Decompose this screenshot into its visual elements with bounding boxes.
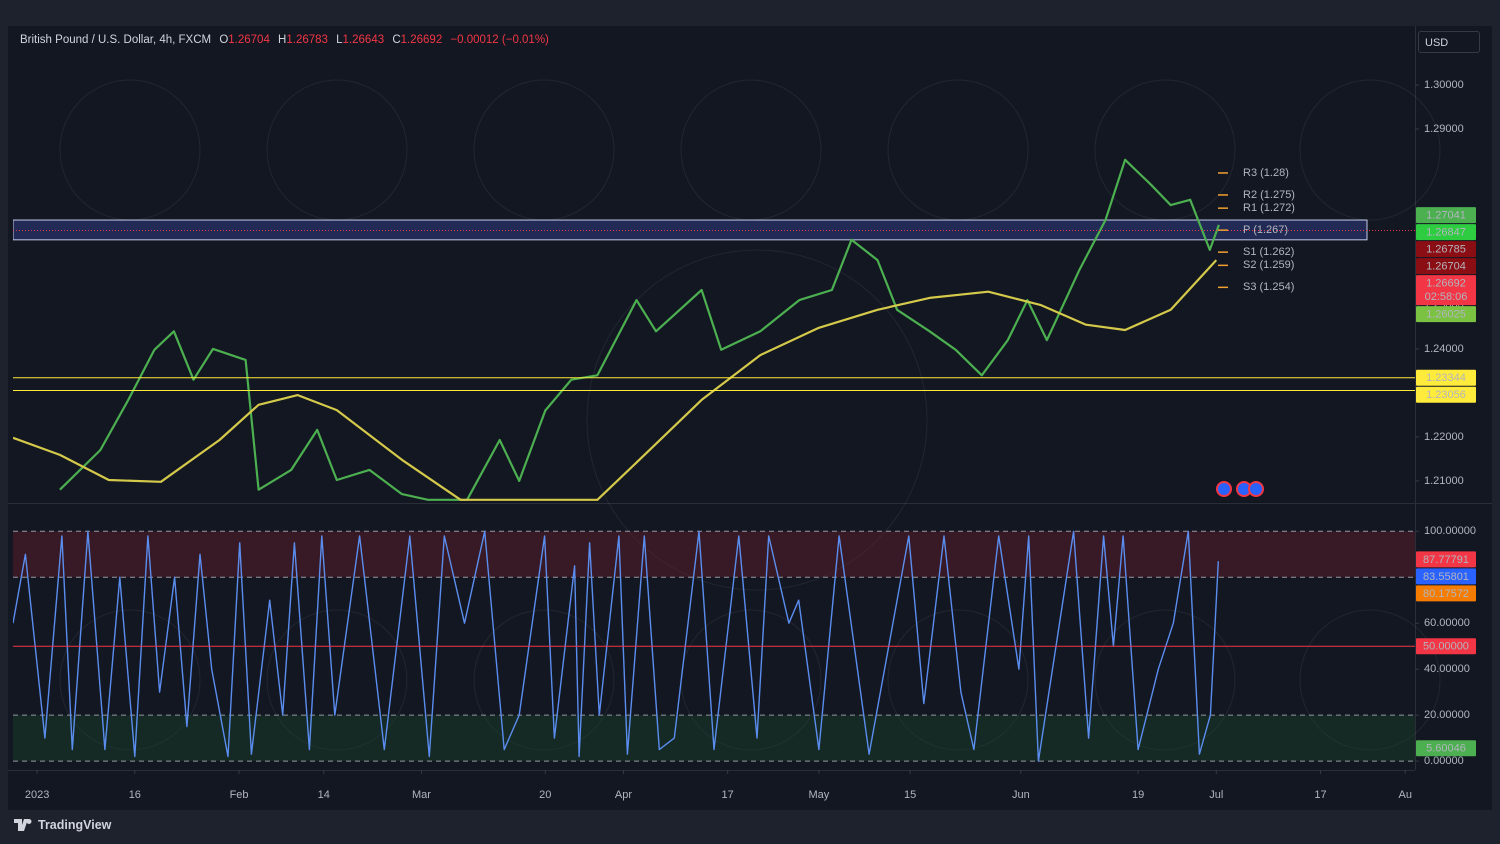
y-tick-label: 1.21000 bbox=[1424, 475, 1464, 487]
price-label-bg bbox=[1416, 306, 1476, 323]
price-label: 50.00000 bbox=[1423, 641, 1469, 653]
symbol-header: British Pound / U.S. Dollar, 4h, FXCM O1… bbox=[20, 34, 549, 46]
price-label: 1.26847 bbox=[1426, 227, 1466, 239]
open-value: 1.26704 bbox=[228, 34, 270, 46]
pivot-label: R3 (1.28) bbox=[1243, 167, 1289, 179]
x-tick-label: Jul bbox=[1209, 789, 1223, 801]
price-label: 5.60046 bbox=[1426, 743, 1466, 755]
series-line bbox=[13, 530, 1219, 762]
price-label: 80.17572 bbox=[1423, 588, 1469, 600]
x-tick-label: 15 bbox=[904, 789, 916, 801]
price-label-bg bbox=[1416, 638, 1476, 655]
x-tick-label: Mar bbox=[412, 789, 431, 801]
price-label: 83.55801 bbox=[1423, 571, 1469, 583]
series-line bbox=[59, 158, 1220, 501]
price-label-bg bbox=[1416, 369, 1476, 386]
y-tick-label: 1.30000 bbox=[1424, 79, 1464, 91]
price-label-bg bbox=[1416, 258, 1476, 275]
price-label-bg bbox=[1416, 568, 1476, 585]
y-tick-label: 40.00000 bbox=[1424, 663, 1470, 675]
x-tick-label: May bbox=[808, 789, 829, 801]
pivot-label: P (1.267) bbox=[1243, 224, 1288, 236]
x-tick-label: 14 bbox=[318, 789, 330, 801]
x-tick-label: Jun bbox=[1012, 789, 1030, 801]
x-tick-label: 20 bbox=[539, 789, 551, 801]
price-label-bg bbox=[1416, 386, 1476, 403]
price-label: 1.27041 bbox=[1426, 210, 1466, 222]
x-tick-label: 19 bbox=[1132, 789, 1144, 801]
price-label-bg bbox=[1416, 275, 1476, 306]
pivot-label: R1 (1.272) bbox=[1243, 202, 1295, 214]
x-tick-label: Feb bbox=[230, 789, 249, 801]
price-label-bg bbox=[1416, 207, 1476, 224]
open-label: O bbox=[219, 34, 229, 46]
price-label: 87.77791 bbox=[1423, 554, 1469, 566]
price-label: 1.26785 bbox=[1426, 244, 1466, 256]
pivot-label: S2 (1.259) bbox=[1243, 259, 1294, 271]
y-tick-label: 1.29000 bbox=[1424, 123, 1464, 135]
price-label-bg bbox=[1416, 740, 1476, 757]
band bbox=[13, 531, 1415, 578]
price-label: 1.23056 bbox=[1426, 389, 1466, 401]
x-tick-label: 17 bbox=[722, 789, 734, 801]
band bbox=[13, 715, 1415, 762]
pivot-label: S1 (1.262) bbox=[1243, 246, 1294, 258]
high-label: H bbox=[278, 34, 287, 46]
y-tick-label: 1.22000 bbox=[1424, 431, 1464, 443]
x-tick-label: 16 bbox=[129, 789, 141, 801]
change: −0.00012 (−0.01%) bbox=[450, 34, 549, 46]
price-label-bg bbox=[1416, 585, 1476, 602]
close-label: C bbox=[392, 34, 401, 46]
high-value: 1.26783 bbox=[286, 34, 328, 46]
symbol: British Pound / U.S. Dollar, 4h, FXCM bbox=[20, 34, 212, 46]
x-tick-label: Au bbox=[1398, 789, 1411, 801]
chart-background bbox=[8, 26, 1492, 810]
price-label-bg bbox=[1416, 551, 1476, 568]
plot-area bbox=[13, 530, 1415, 762]
y-tick-label: 0.00000 bbox=[1424, 755, 1464, 767]
plot-area bbox=[13, 158, 1415, 501]
x-tick-label: Apr bbox=[615, 789, 632, 801]
watermark bbox=[59, 79, 1441, 751]
price-label: 1.26704 bbox=[1426, 261, 1466, 273]
price-label: 1.26025 bbox=[1426, 309, 1466, 321]
x-tick-label: 17 bbox=[1314, 789, 1326, 801]
y-tick-label: 100.00000 bbox=[1424, 525, 1476, 537]
countdown: 02:58:06 bbox=[1425, 291, 1468, 303]
y-tick-label: 1.24000 bbox=[1424, 343, 1464, 355]
y-tick-label: 60.00000 bbox=[1424, 617, 1470, 629]
brand: TradingView bbox=[14, 818, 111, 832]
y-tick-label: 20.00000 bbox=[1424, 709, 1470, 721]
price-label-bg bbox=[1416, 224, 1476, 241]
price-label: 1.26692 bbox=[1426, 278, 1466, 290]
event-icons bbox=[1216, 481, 1264, 497]
series-line bbox=[13, 259, 1218, 501]
close-value: 1.26692 bbox=[400, 34, 443, 46]
low-value: 1.26643 bbox=[342, 34, 385, 46]
pivot-label: R2 (1.275) bbox=[1243, 189, 1295, 201]
currency-button[interactable]: USD bbox=[1418, 31, 1480, 53]
brand-logo bbox=[14, 819, 32, 831]
price-label-bg bbox=[1416, 241, 1476, 258]
brand-name: TradingView bbox=[38, 818, 112, 832]
pivot-label: S3 (1.254) bbox=[1243, 281, 1294, 293]
price-label: 1.23344 bbox=[1426, 372, 1466, 384]
low-label: L bbox=[336, 34, 343, 46]
x-tick-label: 2023 bbox=[25, 789, 49, 801]
zone bbox=[13, 219, 1368, 241]
